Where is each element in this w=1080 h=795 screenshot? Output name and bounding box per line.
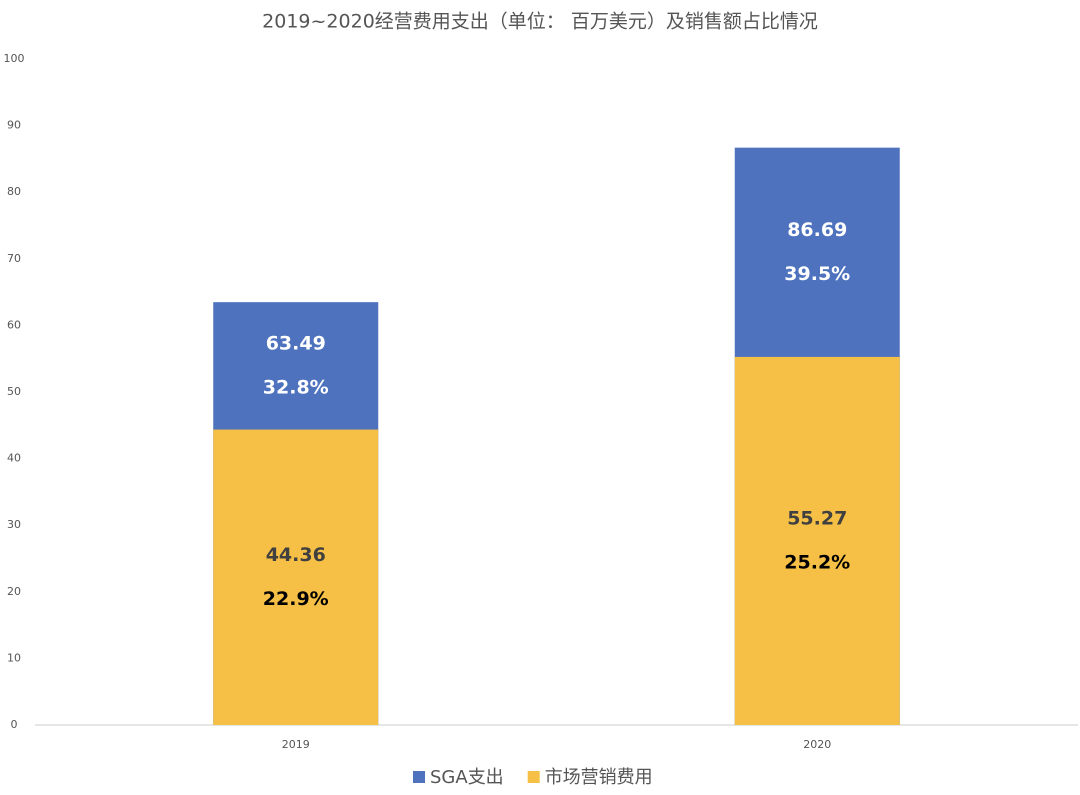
share-label: 32.8% — [263, 376, 329, 398]
x-tick-label: 2020 — [803, 738, 831, 751]
value-label: 86.69 — [787, 219, 847, 241]
y-tick-label: 80 — [7, 185, 21, 198]
value-label: 63.49 — [266, 332, 326, 354]
y-tick-label: 70 — [7, 252, 21, 265]
y-tick-label: 100 — [4, 52, 25, 65]
share-label: 25.2% — [784, 551, 850, 573]
bar — [213, 429, 379, 725]
y-tick-label: 20 — [7, 585, 21, 598]
y-tick-label: 30 — [7, 518, 21, 531]
y-tick-label: 40 — [7, 452, 21, 465]
y-tick-label: 50 — [7, 385, 21, 398]
legend-label: SGA支出 — [430, 767, 504, 788]
chart-title: 2019~2020经营费用支出（单位： 百万美元）及销售额占比情况 — [262, 11, 818, 33]
bar — [734, 356, 900, 725]
x-tick-label: 2019 — [282, 738, 310, 751]
share-label: 22.9% — [263, 588, 329, 610]
y-tick-label: 60 — [7, 318, 21, 331]
y-tick-label: 90 — [7, 119, 21, 132]
y-tick-label: 0 — [11, 718, 18, 731]
value-label: 55.27 — [787, 507, 847, 529]
legend-label: 市场营销费用 — [545, 767, 653, 788]
legend-swatch — [413, 771, 425, 783]
share-label: 39.5% — [784, 263, 850, 285]
y-tick-label: 10 — [7, 651, 21, 664]
legend-swatch — [527, 771, 540, 783]
value-label: 44.36 — [266, 544, 326, 566]
